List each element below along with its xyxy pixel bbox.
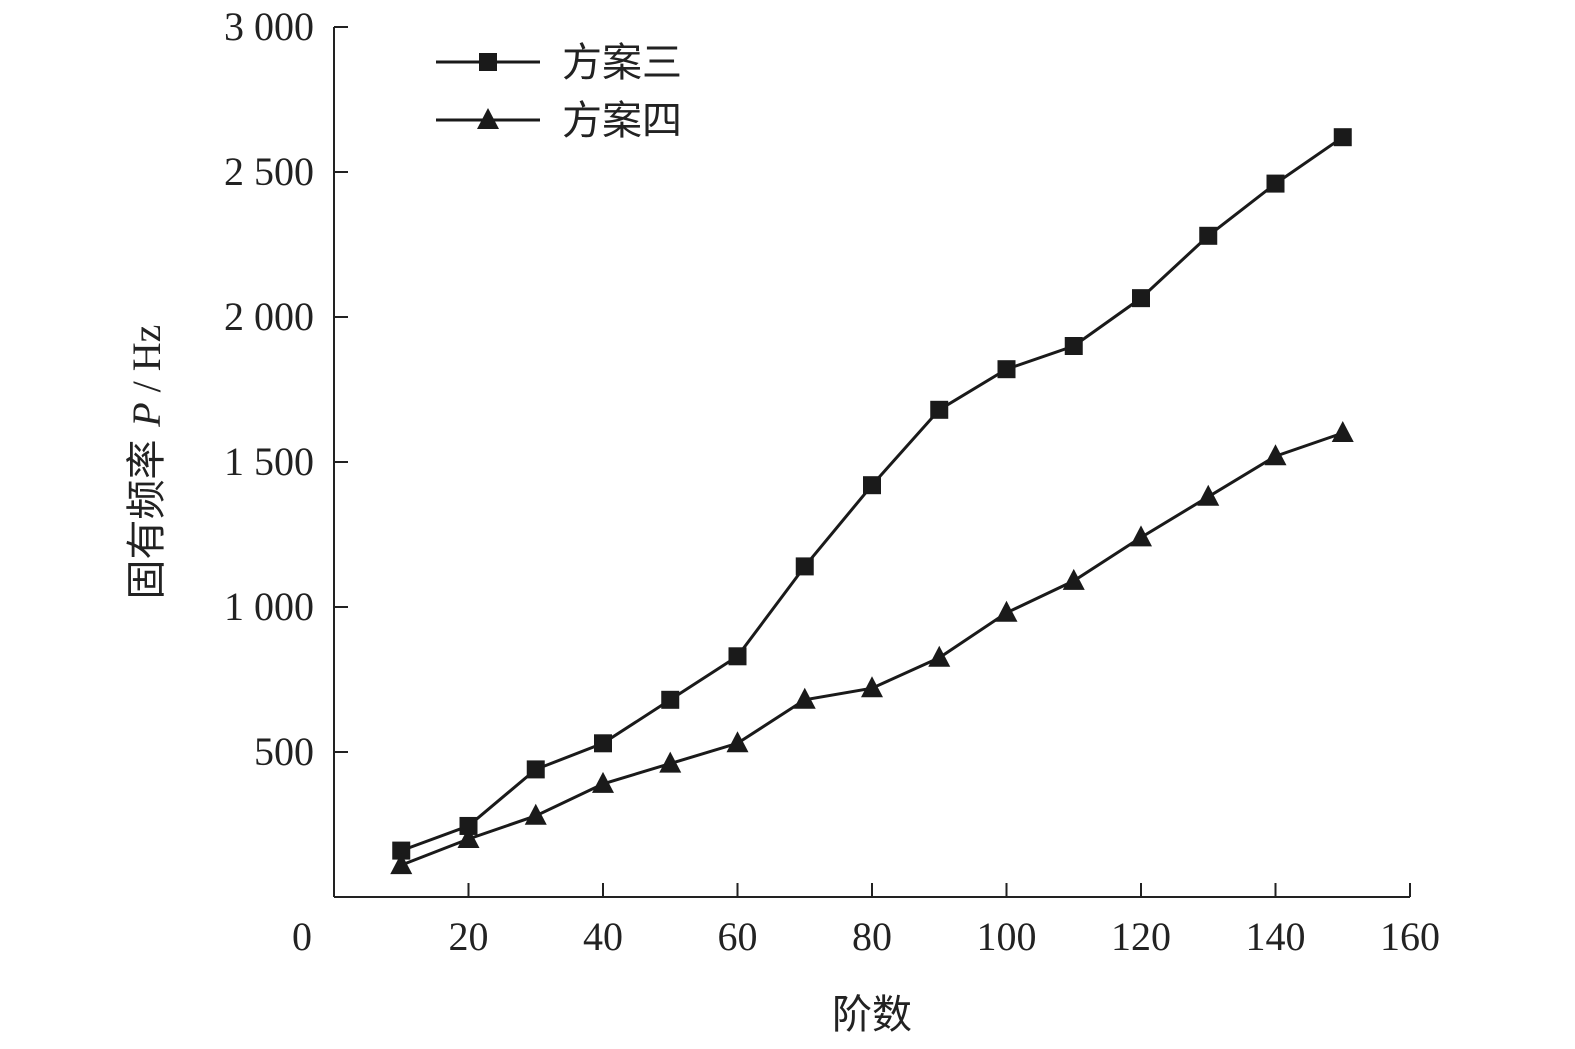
data-point-square <box>479 53 497 71</box>
x-tick-label: 20 <box>449 914 489 959</box>
series-1 <box>392 128 1352 860</box>
data-point-triangle <box>592 771 614 793</box>
series-2 <box>390 421 1354 875</box>
y-tick-label: 1 500 <box>224 439 314 484</box>
data-point-triangle <box>1331 421 1354 442</box>
y-axis-title-prefix: 固有频率 <box>124 427 170 600</box>
data-point-triangle <box>928 645 951 667</box>
y-tick-label: 2 000 <box>224 294 314 339</box>
data-point-square <box>1064 337 1083 355</box>
x-tick-label: 80 <box>852 914 892 959</box>
x-axis-title: 阶数 <box>832 992 912 1038</box>
data-point-triangle <box>457 827 480 848</box>
origin-label: 0 <box>292 914 312 959</box>
data-point-square <box>459 816 478 835</box>
x-tick-label: 160 <box>1380 914 1440 959</box>
x-tick-label: 40 <box>583 914 623 959</box>
axes: 500 1 000 1 500 2 000 2 500 3 000 0 20 40 60 80 100… <box>224 4 1440 959</box>
data-point-square <box>594 734 612 753</box>
data-point-triangle <box>1130 525 1152 547</box>
data-point-square <box>392 841 411 860</box>
data-point-triangle <box>659 751 682 773</box>
data-point-triangle <box>1264 444 1287 466</box>
data-point-square <box>1266 174 1285 193</box>
data-point-square <box>930 400 949 419</box>
y-axis-title-variable: P <box>124 402 169 427</box>
y-tick-label: 500 <box>254 729 314 774</box>
data-point-square <box>795 557 814 576</box>
data-point-square <box>728 647 747 666</box>
data-point-triangle <box>861 676 883 698</box>
data-point-triangle <box>995 600 1018 622</box>
data-point-triangle <box>793 687 816 709</box>
data-point-triangle <box>726 731 749 753</box>
data-point-triangle <box>524 803 547 825</box>
y-tick-label: 2 500 <box>224 149 314 194</box>
data-point-square <box>1132 289 1150 308</box>
x-tick-label: 60 <box>718 914 758 959</box>
data-point-square <box>1199 226 1218 245</box>
y-tick-label: 3 000 <box>224 4 314 49</box>
data-point-triangle <box>477 108 499 129</box>
data-point-square <box>1333 128 1352 147</box>
legend-item: 方案四 <box>436 98 682 144</box>
data-point-square <box>863 476 881 495</box>
data-point-triangle <box>1062 568 1085 590</box>
legend-item: 方案三 <box>436 40 682 86</box>
data-point-square <box>661 690 680 709</box>
x-tick-label: 100 <box>977 914 1037 959</box>
x-tick-label: 120 <box>1111 914 1171 959</box>
series-layer <box>390 128 1354 875</box>
data-point-triangle <box>1197 484 1220 506</box>
legend-label: 方案四 <box>562 98 682 144</box>
data-point-triangle <box>390 853 413 875</box>
y-axis-title-unit: / Hz <box>124 325 169 403</box>
y-tick-label: 1 000 <box>224 584 314 629</box>
data-point-square <box>997 360 1016 379</box>
legend-label: 方案三 <box>562 40 682 86</box>
x-tick-label: 140 <box>1246 914 1306 959</box>
data-point-square <box>526 760 545 779</box>
y-axis-title: 固有频率 P / Hz <box>124 325 170 600</box>
